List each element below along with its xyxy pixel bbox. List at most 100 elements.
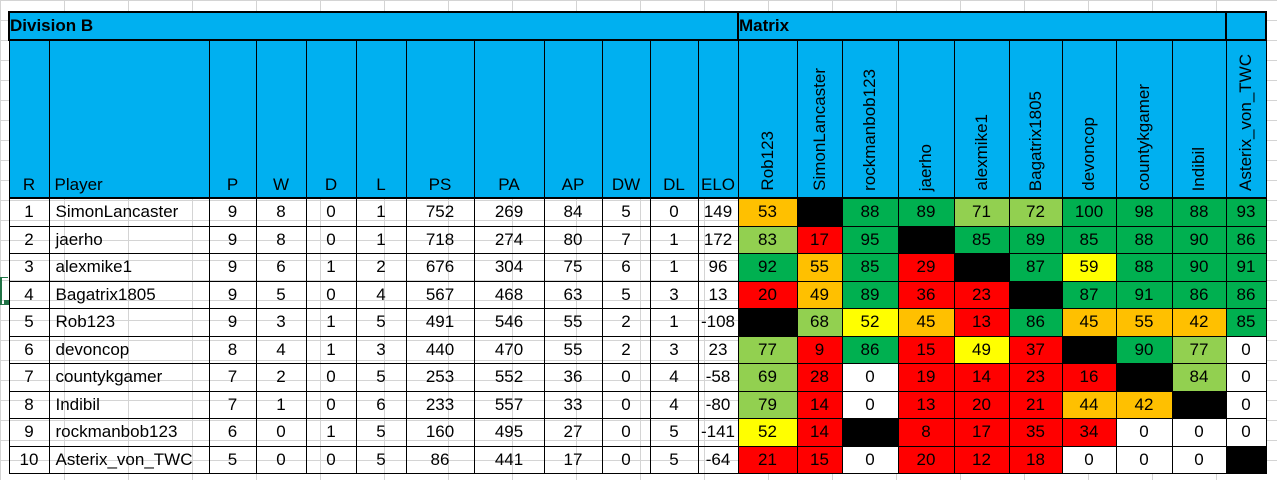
matrix-cell[interactable]: 49 <box>796 280 843 309</box>
matrix-cell[interactable]: 45 <box>1061 308 1117 337</box>
matrix-cell[interactable]: 53 <box>737 197 798 227</box>
player-name-cell[interactable]: Bagatrix1805 <box>48 280 210 309</box>
matrix-cell[interactable]: 37 <box>1008 335 1063 364</box>
stat-cell-dl[interactable]: 3 <box>649 280 699 309</box>
stat-cell-pa[interactable]: 552 <box>473 363 545 392</box>
matrix-cell[interactable]: 13 <box>897 390 955 419</box>
stat-cell-ap[interactable]: 33 <box>543 390 603 419</box>
stat-cell-dl[interactable]: 3 <box>649 335 699 364</box>
matrix-cell[interactable]: 34 <box>1061 418 1117 447</box>
matrix-cell[interactable]: 90 <box>1115 335 1173 364</box>
column-header-d[interactable]: D <box>305 39 357 199</box>
matrix-cell[interactable]: 20 <box>897 445 955 474</box>
stat-cell-ps[interactable]: 718 <box>405 225 475 254</box>
stat-cell-w[interactable]: 0 <box>255 418 307 447</box>
matrix-cell[interactable]: 88 <box>841 197 899 227</box>
matrix-cell[interactable]: 21 <box>737 445 798 474</box>
stat-cell-w[interactable]: 0 <box>255 445 307 474</box>
matrix-cell[interactable] <box>1225 445 1267 474</box>
matrix-cell[interactable]: 15 <box>796 445 843 474</box>
matrix-cell[interactable]: 91 <box>1225 253 1267 282</box>
matrix-cell[interactable]: 19 <box>897 363 955 392</box>
matrix-header-jaerho[interactable]: jaerho <box>897 39 955 199</box>
matrix-cell[interactable]: 23 <box>1008 363 1063 392</box>
stat-cell-l[interactable]: 1 <box>355 197 407 227</box>
stat-cell-dw[interactable]: 2 <box>601 308 651 337</box>
matrix-cell[interactable]: 0 <box>1061 445 1117 474</box>
column-header-w[interactable]: W <box>255 39 307 199</box>
stat-cell-dl[interactable]: 5 <box>649 445 699 474</box>
matrix-cell[interactable]: 0 <box>1225 335 1267 364</box>
column-header-elo[interactable]: ELO <box>697 39 739 199</box>
stat-cell-d[interactable]: 0 <box>305 363 357 392</box>
division-title[interactable]: Division B <box>8 11 739 41</box>
player-name-cell[interactable]: Indibil <box>48 390 210 419</box>
matrix-cell[interactable]: 13 <box>953 308 1010 337</box>
matrix-cell[interactable] <box>737 308 798 337</box>
player-name-cell[interactable]: countykgamer <box>48 363 210 392</box>
stat-cell-r[interactable]: 1 <box>8 197 50 227</box>
column-header-l[interactable]: L <box>355 39 407 199</box>
matrix-cell[interactable]: 42 <box>1115 390 1173 419</box>
stat-cell-ap[interactable]: 55 <box>543 335 603 364</box>
stat-cell-l[interactable]: 6 <box>355 390 407 419</box>
matrix-cell[interactable]: 59 <box>1061 253 1117 282</box>
stat-cell-d[interactable]: 0 <box>305 225 357 254</box>
matrix-cell[interactable]: 29 <box>897 253 955 282</box>
stat-cell-d[interactable]: 1 <box>305 418 357 447</box>
matrix-cell[interactable]: 100 <box>1061 197 1117 227</box>
matrix-cell[interactable]: 88 <box>1171 197 1227 227</box>
matrix-cell[interactable] <box>897 225 955 254</box>
stat-cell-p[interactable]: 6 <box>208 418 257 447</box>
column-header-r[interactable]: R <box>8 39 50 199</box>
matrix-cell[interactable]: 17 <box>796 225 843 254</box>
stat-cell-dl[interactable]: 1 <box>649 225 699 254</box>
stat-cell-p[interactable]: 9 <box>208 197 257 227</box>
matrix-cell[interactable] <box>1115 363 1173 392</box>
matrix-cell[interactable]: 9 <box>796 335 843 364</box>
matrix-cell[interactable]: 17 <box>953 418 1010 447</box>
stat-cell-ap[interactable]: 63 <box>543 280 603 309</box>
title-blank-cell[interactable] <box>1225 11 1267 41</box>
stat-cell-ap[interactable]: 27 <box>543 418 603 447</box>
stat-cell-dw[interactable]: 0 <box>601 390 651 419</box>
stat-cell-ps[interactable]: 752 <box>405 197 475 227</box>
stat-cell-d[interactable]: 1 <box>305 335 357 364</box>
stat-cell-ps[interactable]: 160 <box>405 418 475 447</box>
stat-cell-r[interactable]: 7 <box>8 363 50 392</box>
stat-cell-p[interactable]: 9 <box>208 308 257 337</box>
stat-cell-w[interactable]: 8 <box>255 197 307 227</box>
matrix-cell[interactable]: 86 <box>1225 225 1267 254</box>
stat-cell-ap[interactable]: 55 <box>543 308 603 337</box>
matrix-cell[interactable]: 90 <box>1171 225 1227 254</box>
stat-cell-dl[interactable]: 1 <box>649 308 699 337</box>
stat-cell-w[interactable]: 2 <box>255 363 307 392</box>
stat-cell-dw[interactable]: 7 <box>601 225 651 254</box>
stat-cell-ps[interactable]: 567 <box>405 280 475 309</box>
stat-cell-pa[interactable]: 274 <box>473 225 545 254</box>
stat-cell-d[interactable]: 1 <box>305 308 357 337</box>
column-header-dl[interactable]: DL <box>649 39 699 199</box>
stat-cell-dl[interactable]: 4 <box>649 363 699 392</box>
matrix-cell[interactable]: 84 <box>1171 363 1227 392</box>
matrix-cell[interactable]: 68 <box>796 308 843 337</box>
stat-cell-w[interactable]: 5 <box>255 280 307 309</box>
matrix-cell[interactable]: 91 <box>1115 280 1173 309</box>
matrix-cell[interactable]: 45 <box>897 308 955 337</box>
stat-cell-d[interactable]: 0 <box>305 197 357 227</box>
stat-cell-pa[interactable]: 546 <box>473 308 545 337</box>
stat-cell-p[interactable]: 9 <box>208 225 257 254</box>
stat-cell-pa[interactable]: 468 <box>473 280 545 309</box>
matrix-cell[interactable]: 85 <box>1061 225 1117 254</box>
matrix-cell[interactable]: 71 <box>953 197 1010 227</box>
stat-cell-ps[interactable]: 86 <box>405 445 475 474</box>
column-header-player[interactable]: Player <box>48 39 210 199</box>
stat-cell-l[interactable]: 2 <box>355 253 407 282</box>
matrix-cell[interactable]: 89 <box>897 197 955 227</box>
matrix-cell[interactable]: 14 <box>796 418 843 447</box>
matrix-cell[interactable]: 92 <box>737 253 798 282</box>
player-name-cell[interactable]: Asterix_von_TWC <box>48 445 210 474</box>
matrix-header-asterix_von_twc[interactable]: Asterix_von_TWC <box>1225 39 1267 199</box>
stat-cell-r[interactable]: 10 <box>8 445 50 474</box>
matrix-cell[interactable]: 18 <box>1008 445 1063 474</box>
